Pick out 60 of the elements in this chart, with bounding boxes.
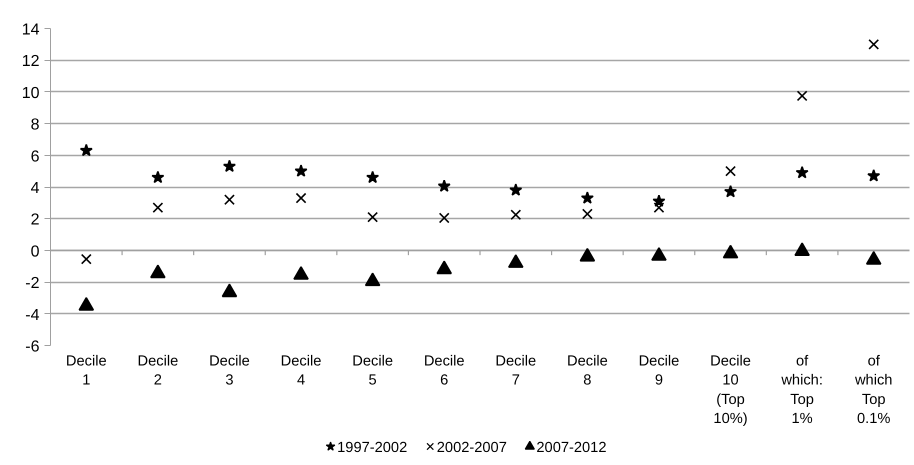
point: [725, 166, 736, 177]
point: [293, 266, 309, 280]
point: [152, 202, 164, 213]
point: [367, 212, 378, 223]
point: [151, 170, 164, 184]
point: [222, 284, 238, 298]
point: [438, 179, 451, 192]
point: [867, 169, 880, 182]
point: [150, 264, 166, 278]
y-tick-label: -4: [25, 306, 40, 324]
point: [294, 164, 308, 177]
x-tick-label: Decile 3: [209, 354, 250, 389]
point: [366, 170, 380, 184]
legend-label: 2002-2007: [436, 440, 507, 456]
point: [80, 144, 93, 156]
y-tick-label: -6: [25, 338, 40, 356]
point: [654, 202, 664, 213]
point: [722, 244, 738, 258]
point: [509, 183, 522, 196]
y-tick-label: 2: [30, 212, 40, 229]
x-tick-label: of which: Top 1%: [780, 354, 823, 428]
y-tick-label: 8: [30, 116, 40, 134]
point: [796, 90, 808, 102]
x-tick-label: Decile 4: [280, 354, 322, 389]
point: [510, 209, 522, 220]
point: [364, 272, 380, 286]
y-tick-label: 0: [30, 243, 40, 260]
point: [224, 194, 235, 206]
legend-label: 1997-2002: [337, 440, 408, 456]
x-tick-label: Decile 7: [495, 354, 536, 389]
point: [580, 248, 596, 262]
x-tick-label: Decile 8: [567, 354, 608, 389]
point: [508, 254, 524, 268]
point: [78, 296, 94, 311]
point: [651, 247, 667, 261]
x-tick-label: Decile 9: [638, 354, 680, 389]
point: [724, 184, 738, 198]
y-tick-label: 12: [22, 53, 40, 70]
point: [794, 242, 810, 256]
x-tick-label: Decile 2: [138, 354, 178, 389]
point: [582, 208, 593, 220]
x-tick-label: Decile 1: [66, 354, 107, 389]
y-tick-label: 14: [22, 22, 40, 38]
point: [796, 166, 809, 178]
legend-label: 2007-2012: [536, 440, 606, 456]
point: [436, 260, 452, 274]
x-tick-label: Decile 5: [352, 354, 393, 389]
point: [222, 160, 236, 172]
y-tick-label: 4: [30, 180, 40, 197]
point: [580, 191, 594, 204]
x-tick-label: Decile 10 (Top 10%): [710, 354, 751, 428]
point: [868, 38, 880, 50]
point: [438, 212, 450, 224]
y-tick-label: -2: [25, 275, 40, 292]
y-tick-label: 6: [30, 148, 40, 166]
point: [866, 251, 882, 265]
y-tick-label: 10: [22, 84, 40, 102]
x-tick-label: of which Top 0.1%: [854, 354, 892, 428]
x-tick-label: Decile 6: [424, 354, 465, 389]
point: [296, 192, 306, 204]
